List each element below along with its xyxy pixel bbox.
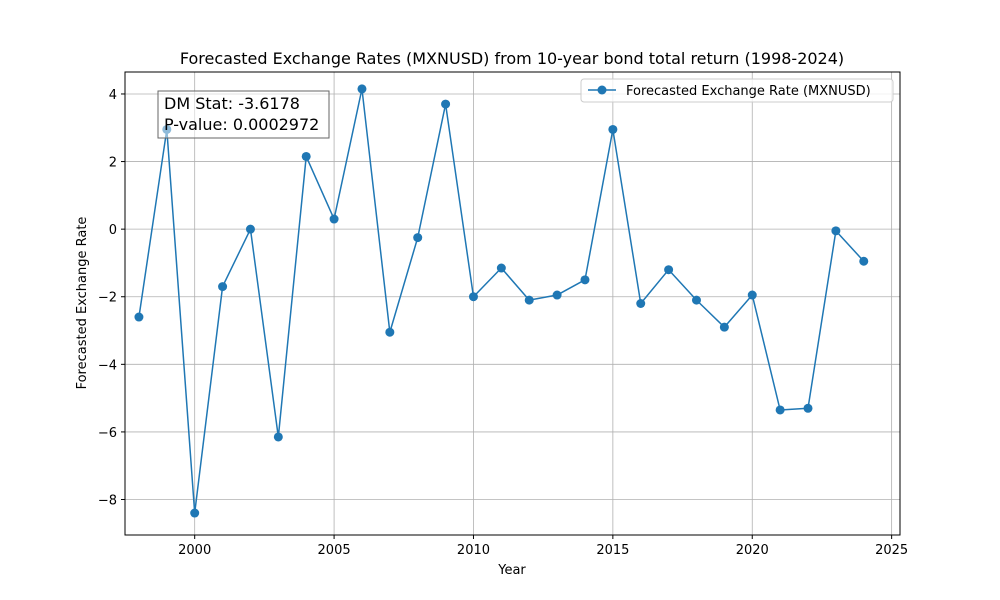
data-point xyxy=(719,322,729,332)
data-point xyxy=(301,151,311,161)
annotation-frame xyxy=(157,90,330,139)
y-axis-label: Forecasted Exchange Rate xyxy=(75,217,90,390)
data-point xyxy=(859,256,869,266)
series-line xyxy=(138,88,865,514)
legend-frame xyxy=(580,78,894,103)
data-point xyxy=(664,265,674,275)
data-point xyxy=(608,124,618,134)
y-tick-label: 0 xyxy=(109,223,117,238)
data-point xyxy=(747,290,757,300)
y-tick-label: −2 xyxy=(98,291,117,306)
data-point xyxy=(413,233,423,243)
p-value-text: P-value: 0.0002972 xyxy=(164,115,319,134)
y-tick-label: −4 xyxy=(98,358,117,373)
data-point xyxy=(524,295,534,305)
grid-lines xyxy=(125,72,900,535)
x-tick-label: 2005 xyxy=(318,543,351,558)
x-tick-label: 2015 xyxy=(596,543,629,558)
data-point xyxy=(245,224,255,234)
legend: Forecasted Exchange Rate (MXNUSD) xyxy=(580,78,894,103)
data-point xyxy=(468,292,478,302)
y-tick-label: 4 xyxy=(109,88,117,103)
y-tick-label: 2 xyxy=(109,156,117,171)
data-point xyxy=(636,299,646,308)
plot-frame xyxy=(124,71,901,536)
legend-entry-label: Forecasted Exchange Rate (MXNUSD) xyxy=(626,84,871,99)
data-point xyxy=(273,432,283,442)
data-point xyxy=(803,403,813,413)
stats-annotation: DM Stat: -3.6178 P-value: 0.0002972 xyxy=(157,90,330,139)
y-tick-label: −6 xyxy=(98,426,117,441)
data-point xyxy=(831,226,841,236)
tick-layer: 2000 2005 2010 2015 2020 2025 −8 −6 −4 −2 0 2 4 xyxy=(98,88,908,558)
x-tick-label: 2010 xyxy=(457,543,490,558)
data-point xyxy=(134,312,144,322)
data-point xyxy=(775,405,785,415)
y-tick-label: −8 xyxy=(98,494,117,509)
data-point xyxy=(580,275,590,285)
data-point xyxy=(441,99,451,109)
x-tick-label: 2020 xyxy=(736,543,769,558)
x-tick-label: 2000 xyxy=(178,543,211,558)
x-tick-label: 2025 xyxy=(875,543,908,558)
x-axis-label: Year xyxy=(497,563,526,578)
data-point xyxy=(552,290,562,300)
data-point xyxy=(218,282,228,292)
data-point xyxy=(190,508,200,518)
data-point xyxy=(691,295,701,305)
chart-title: Forecasted Exchange Rates (MXNUSD) from … xyxy=(180,49,844,68)
data-point xyxy=(496,263,506,273)
data-point xyxy=(329,214,339,224)
series-layer xyxy=(134,84,869,518)
legend-marker-swatch xyxy=(597,85,607,95)
data-point xyxy=(385,327,395,337)
data-point xyxy=(357,84,367,94)
dm-stat-text: DM Stat: -3.6178 xyxy=(164,94,300,113)
